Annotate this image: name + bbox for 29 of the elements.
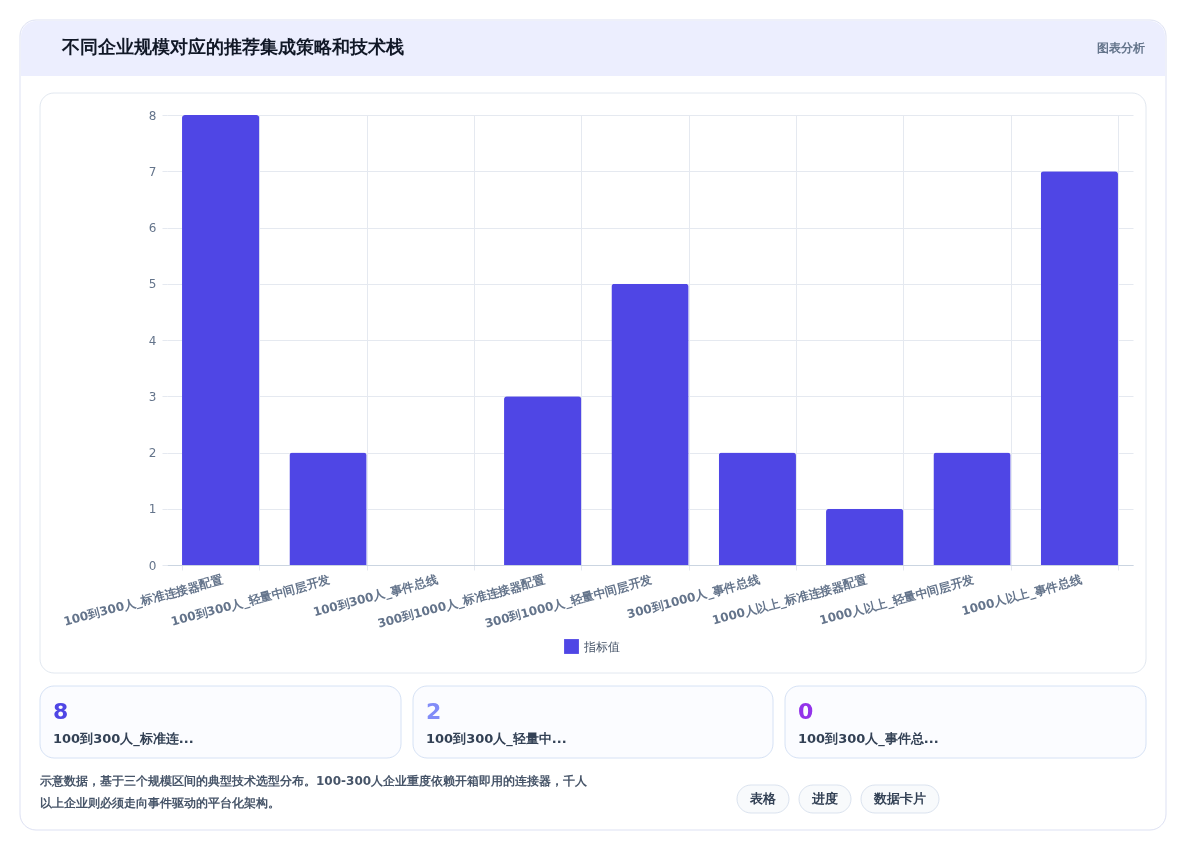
text: 8 [53,699,69,724]
bar [933,452,1011,565]
y-tick-label: 8 [148,108,157,123]
y-tick-label: 4 [148,333,157,348]
text: 2 [426,699,442,724]
y-tick-label: 0 [148,558,157,573]
y-tick-label: 1 [148,502,157,517]
y-tick-label: 2 [148,446,157,460]
text: 数据卡片 [873,791,926,806]
bar [1040,171,1118,565]
bar [718,452,796,565]
y-tick-label: 7 [148,164,157,179]
y-tick-label: 5 [148,277,157,292]
text: 示意数据，基于三个规模区间的典型技术选型分布。100-300人企业重度依赖开箱即用的连接器，千人以上企业则必须走向事件驱动的平台化架构。 [39,774,589,810]
legend-label: 指标值 [583,639,620,654]
text: 0 [798,699,814,724]
y-tick-label: 3 [148,389,157,404]
text: 图表分析 [1097,41,1145,55]
text: 100到300人_轻量中... [426,731,567,747]
chart-title: 不同企业规模对应的推荐集成策略和技术栈 [61,36,404,57]
bar [289,452,367,565]
text: 100到300人_标准连... [53,731,194,747]
bar [826,508,904,565]
text: 表格 [749,791,777,806]
text: 100到300人_事件总... [798,731,939,747]
bar [611,283,689,565]
text: 进度 [811,791,838,806]
bar [504,396,582,565]
y-tick-label: 6 [148,221,157,235]
